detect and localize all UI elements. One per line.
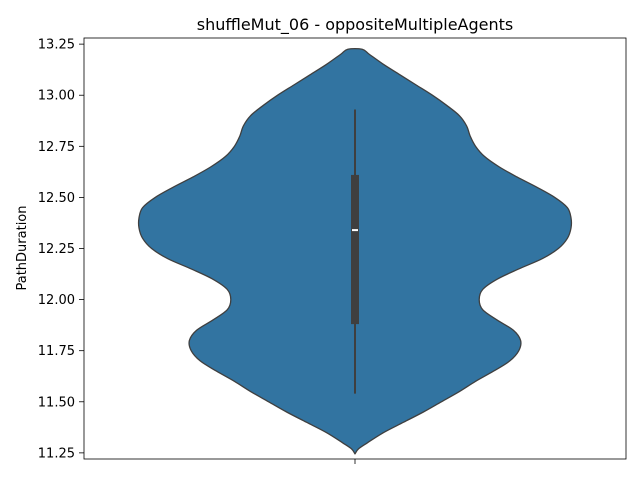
chart-title: shuffleMut_06 - oppositeMultipleAgents: [197, 15, 514, 35]
y-axis-label: PathDuration: [15, 205, 30, 290]
y-tick-label: 12.00: [38, 293, 75, 308]
y-tick-label: 12.50: [38, 191, 75, 206]
violin-layer: [137, 47, 573, 455]
y-axis: 11.25 11.50 11.75 12.00 12.25 12.50 12.75 13.00…: [38, 38, 84, 461]
y-tick-label: 13.25: [38, 38, 75, 53]
y-tick-label: 11.75: [38, 344, 75, 359]
y-tick-label: 11.50: [38, 395, 75, 410]
y-tick-label: 12.75: [38, 140, 75, 155]
iqr-box: [351, 174, 359, 325]
y-tick-label: 13.00: [38, 89, 75, 104]
y-tick-label: 12.25: [38, 242, 75, 257]
y-tick-label: 11.25: [38, 446, 75, 461]
